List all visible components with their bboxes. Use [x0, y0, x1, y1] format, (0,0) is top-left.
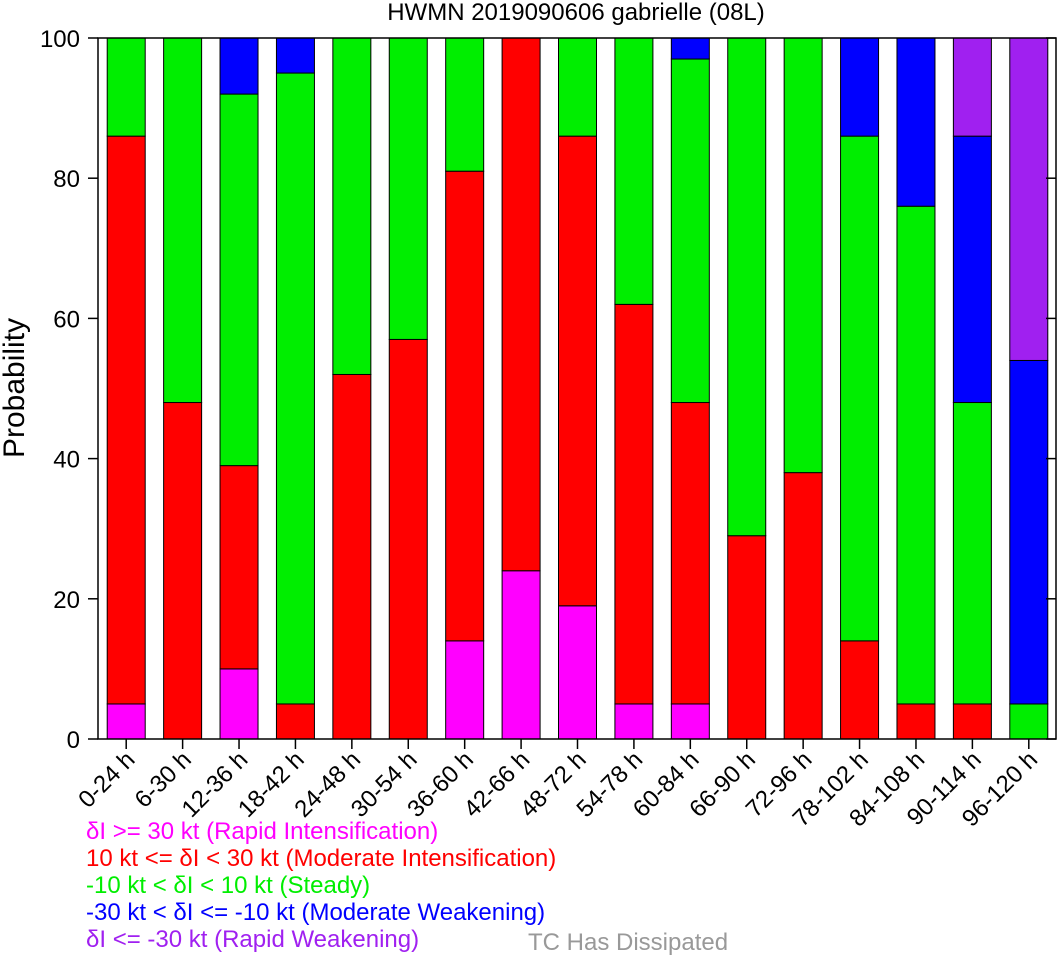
legend-item-tc-dissipated: TC Has Dissipated	[528, 929, 729, 956]
y-tick-labels: 0 20 40 60 80 100	[40, 26, 80, 754]
bar-segment-2-series-3	[163, 37, 203, 404]
bar-segment-3-series-2	[219, 465, 259, 670]
bar-segment-10-series-3	[614, 37, 654, 305]
bar-segment-11-series-3	[670, 58, 710, 404]
bar-segment-9-series-3	[558, 37, 597, 137]
bar-segment-10-series-2	[614, 303, 654, 705]
bar-segment-7-series-2	[445, 170, 485, 642]
legend-item-rapid-intensification: δI >= 30 kt (Rapid Intensification)	[86, 818, 439, 845]
bar-segment-8-series-1	[501, 570, 541, 740]
bar-segment-15-series-3	[896, 205, 936, 705]
bar-segment-12-series-3	[727, 37, 767, 537]
bar-segment-13-series-2	[783, 472, 823, 740]
bars-group	[106, 37, 1049, 740]
bar-segment-11-series-1	[670, 703, 710, 740]
bar-segment-6-series-3	[388, 37, 428, 340]
bar-segment-14-series-3	[840, 135, 880, 642]
bar-segment-5-series-2	[332, 373, 372, 740]
bar-segment-1-series-2	[106, 135, 146, 705]
axes-group	[88, 37, 1057, 749]
bar-segment-13-series-3	[783, 37, 823, 474]
legend-item-steady: -10 kt < δI < 10 kt (Steady)	[86, 872, 371, 899]
legend: δI >= 30 kt (Rapid Intensification) 10 k…	[86, 818, 556, 953]
bar-segment-15-series-2	[896, 703, 936, 740]
y-tick-label: 40	[53, 447, 80, 474]
bar-segment-1-series-3	[106, 37, 146, 137]
bar-segment-14-series-4	[840, 37, 880, 137]
bar-segment-7-series-1	[445, 640, 485, 740]
bar-segment-16-series-5	[952, 37, 992, 137]
bar-segment-1-series-1	[106, 703, 146, 740]
bar-segment-17-series-4	[1009, 359, 1049, 705]
legend-item-rapid-weakening: δI <= -30 kt (Rapid Weakening)	[86, 926, 420, 953]
y-tick-label: 60	[53, 306, 80, 333]
bar-segment-16-series-2	[952, 703, 992, 740]
bar-segment-9-series-2	[558, 135, 597, 607]
bar-segment-12-series-2	[727, 535, 767, 740]
bar-segment-4-series-3	[275, 72, 315, 705]
bar-segment-3-series-3	[219, 93, 259, 467]
bar-segment-14-series-2	[840, 640, 880, 740]
bar-segment-8-series-2	[501, 37, 541, 572]
y-tick-label: 20	[53, 587, 80, 614]
y-tick-label: 0	[67, 727, 80, 754]
bar-segment-10-series-1	[614, 703, 654, 740]
x-tick-label: 0-24 h	[73, 746, 140, 813]
legend-item-moderate-intensification: 10 kt <= δI < 30 kt (Moderate Intensific…	[86, 845, 557, 872]
bar-segment-16-series-4	[952, 135, 992, 404]
chart-title: HWMN 2019090606 gabrielle (08L)	[387, 0, 765, 26]
bar-segment-11-series-4	[670, 37, 710, 60]
bar-segment-17-series-3	[1009, 703, 1049, 740]
bar-segment-4-series-4	[275, 37, 315, 74]
bar-segment-17-series-5	[1009, 37, 1049, 361]
bar-segment-5-series-3	[332, 37, 372, 375]
bar-segment-3-series-1	[219, 668, 259, 740]
bar-segment-3-series-4	[219, 37, 259, 95]
bar-segment-9-series-1	[558, 605, 597, 740]
bar-segment-15-series-4	[896, 37, 936, 207]
bar-segment-6-series-2	[388, 338, 428, 740]
bar-segment-7-series-3	[445, 37, 485, 172]
bar-segment-11-series-2	[670, 402, 710, 705]
y-tick-label: 100	[40, 26, 80, 53]
bar-segment-4-series-2	[275, 703, 315, 740]
bar-segment-16-series-3	[952, 402, 992, 705]
y-axis-label: Probability	[0, 318, 31, 458]
legend-item-moderate-weakening: -30 kt < δI <= -10 kt (Moderate Weakenin…	[86, 899, 546, 926]
bar-segment-2-series-2	[163, 402, 203, 740]
y-tick-label: 80	[53, 166, 80, 193]
